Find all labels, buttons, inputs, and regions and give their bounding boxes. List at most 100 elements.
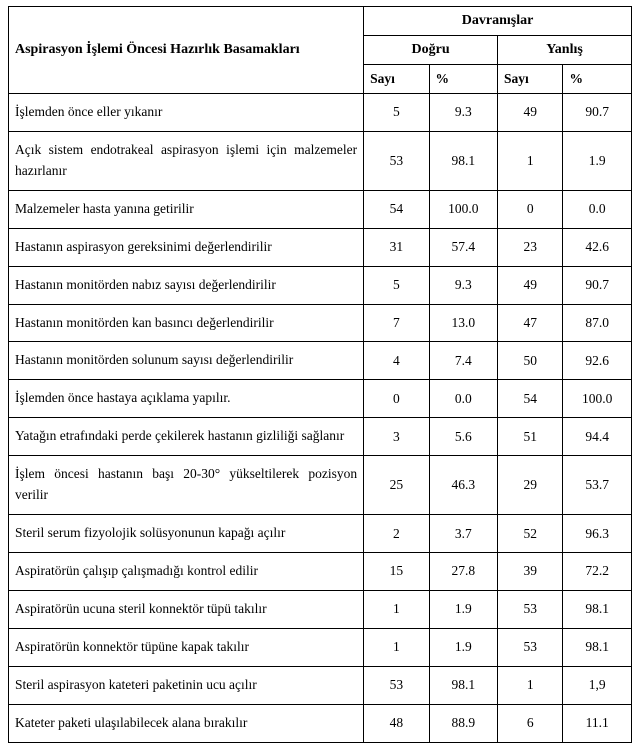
wrong-count: 52 — [498, 515, 563, 553]
wrong-pct: 87.0 — [563, 304, 632, 342]
wrong-count: 1 — [498, 666, 563, 704]
header-wrong-count: Sayı — [498, 65, 563, 94]
table-row: Aspiratörün konnektör tüpüne kapak takıl… — [9, 628, 632, 666]
correct-pct: 13.0 — [429, 304, 498, 342]
correct-count: 3 — [364, 418, 429, 456]
wrong-count: 0 — [498, 190, 563, 228]
step-label: İşlemden önce hastaya açıklama yapılır. — [9, 380, 364, 418]
correct-count: 2 — [364, 515, 429, 553]
step-label: Hastanın monitörden nabız sayısı değerle… — [9, 266, 364, 304]
header-correct-count: Sayı — [364, 65, 429, 94]
correct-pct: 57.4 — [429, 228, 498, 266]
correct-pct: 3.7 — [429, 515, 498, 553]
table-row: Kateter paketi ulaşılabilecek alana bıra… — [9, 704, 632, 742]
correct-count: 5 — [364, 266, 429, 304]
correct-pct: 5.6 — [429, 418, 498, 456]
correct-count: 15 — [364, 552, 429, 590]
table-row: Hastanın monitörden solunum sayısı değer… — [9, 342, 632, 380]
step-label: İşlemden önce eller yıkanır — [9, 94, 364, 132]
wrong-pct: 11.1 — [563, 704, 632, 742]
wrong-pct: 98.1 — [563, 628, 632, 666]
table-row: Yatağın etrafındaki perde çekilerek hast… — [9, 418, 632, 456]
wrong-pct: 96.3 — [563, 515, 632, 553]
wrong-pct: 94.4 — [563, 418, 632, 456]
wrong-pct: 42.6 — [563, 228, 632, 266]
wrong-pct: 90.7 — [563, 94, 632, 132]
step-label: Hastanın monitörden kan basıncı değerlen… — [9, 304, 364, 342]
wrong-count: 29 — [498, 456, 563, 515]
table-row: Açık sistem endotrakeal aspirasyon işlem… — [9, 131, 632, 190]
correct-count: 0 — [364, 380, 429, 418]
table-row: Aspiratörün çalışıp çalışmadığı kontrol … — [9, 552, 632, 590]
correct-pct: 98.1 — [429, 131, 498, 190]
step-label: Hastanın aspirasyon gereksinimi değerlen… — [9, 228, 364, 266]
correct-pct: 9.3 — [429, 94, 498, 132]
step-label: Yatağın etrafındaki perde çekilerek hast… — [9, 418, 364, 456]
correct-count: 53 — [364, 666, 429, 704]
correct-count: 1 — [364, 628, 429, 666]
step-label: Hastanın monitörden solunum sayısı değer… — [9, 342, 364, 380]
wrong-pct: 72.2 — [563, 552, 632, 590]
correct-count: 48 — [364, 704, 429, 742]
wrong-pct: 1.9 — [563, 131, 632, 190]
wrong-pct: 0.0 — [563, 190, 632, 228]
step-label: Açık sistem endotrakeal aspirasyon işlem… — [9, 131, 364, 190]
table-row: İşlemden önce hastaya açıklama yapılır.0… — [9, 380, 632, 418]
wrong-count: 49 — [498, 266, 563, 304]
step-label: Aspiratörün konnektör tüpüne kapak takıl… — [9, 628, 364, 666]
header-correct-pct: % — [429, 65, 498, 94]
correct-pct: 9.3 — [429, 266, 498, 304]
wrong-count: 6 — [498, 704, 563, 742]
wrong-count: 1 — [498, 131, 563, 190]
wrong-pct: 98.1 — [563, 590, 632, 628]
correct-pct: 88.9 — [429, 704, 498, 742]
correct-count: 7 — [364, 304, 429, 342]
header-steps: Aspirasyon İşlemi Öncesi Hazırlık Basama… — [9, 7, 364, 94]
correct-count: 53 — [364, 131, 429, 190]
header-correct: Doğru — [364, 36, 498, 65]
wrong-count: 49 — [498, 94, 563, 132]
table-row: Steril serum fizyolojik solüsyonunun kap… — [9, 515, 632, 553]
wrong-pct: 1,9 — [563, 666, 632, 704]
wrong-count: 23 — [498, 228, 563, 266]
table-header: Aspirasyon İşlemi Öncesi Hazırlık Basama… — [9, 7, 632, 94]
correct-count: 1 — [364, 590, 429, 628]
wrong-count: 51 — [498, 418, 563, 456]
correct-count: 31 — [364, 228, 429, 266]
correct-count: 54 — [364, 190, 429, 228]
step-label: Steril serum fizyolojik solüsyonunun kap… — [9, 515, 364, 553]
wrong-pct: 92.6 — [563, 342, 632, 380]
table-row: İşlem öncesi hastanın başı 20-30° yüksel… — [9, 456, 632, 515]
correct-count: 25 — [364, 456, 429, 515]
correct-pct: 0.0 — [429, 380, 498, 418]
table-row: Hastanın aspirasyon gereksinimi değerlen… — [9, 228, 632, 266]
prep-steps-table: Aspirasyon İşlemi Öncesi Hazırlık Basama… — [8, 6, 632, 743]
table-row: Malzemeler hasta yanına getirilir54100.0… — [9, 190, 632, 228]
wrong-pct: 90.7 — [563, 266, 632, 304]
table-body: İşlemden önce eller yıkanır59.34990.7 Aç… — [9, 94, 632, 743]
step-label: Aspiratörün çalışıp çalışmadığı kontrol … — [9, 552, 364, 590]
table-row: Steril aspirasyon kateteri paketinin ucu… — [9, 666, 632, 704]
step-label: Steril aspirasyon kateteri paketinin ucu… — [9, 666, 364, 704]
correct-pct: 98.1 — [429, 666, 498, 704]
wrong-count: 50 — [498, 342, 563, 380]
step-label: Kateter paketi ulaşılabilecek alana bıra… — [9, 704, 364, 742]
correct-pct: 7.4 — [429, 342, 498, 380]
step-label: Malzemeler hasta yanına getirilir — [9, 190, 364, 228]
correct-count: 4 — [364, 342, 429, 380]
wrong-pct: 100.0 — [563, 380, 632, 418]
header-wrong-pct: % — [563, 65, 632, 94]
correct-pct: 1.9 — [429, 628, 498, 666]
wrong-count: 39 — [498, 552, 563, 590]
wrong-count: 54 — [498, 380, 563, 418]
table-row: Hastanın monitörden nabız sayısı değerle… — [9, 266, 632, 304]
wrong-count: 53 — [498, 590, 563, 628]
step-label: İşlem öncesi hastanın başı 20-30° yüksel… — [9, 456, 364, 515]
wrong-count: 53 — [498, 628, 563, 666]
wrong-count: 47 — [498, 304, 563, 342]
correct-pct: 27.8 — [429, 552, 498, 590]
table-row: İşlemden önce eller yıkanır59.34990.7 — [9, 94, 632, 132]
correct-pct: 100.0 — [429, 190, 498, 228]
step-label: Aspiratörün ucuna steril konnektör tüpü … — [9, 590, 364, 628]
correct-pct: 46.3 — [429, 456, 498, 515]
